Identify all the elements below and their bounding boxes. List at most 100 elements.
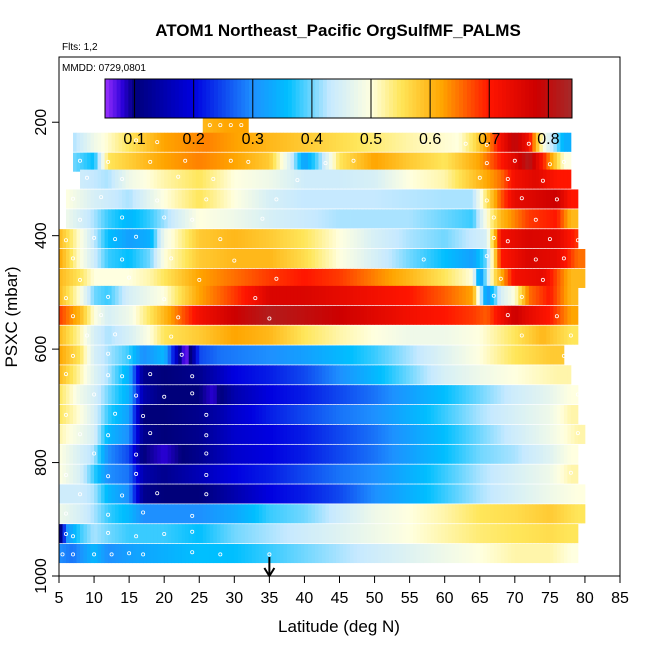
heatmap-cell bbox=[528, 305, 533, 325]
heatmap-cell bbox=[139, 209, 144, 229]
heatmap-cell bbox=[381, 305, 386, 325]
heatmap-cell bbox=[413, 543, 418, 564]
heatmap-cell bbox=[332, 152, 337, 172]
heatmap-cell bbox=[321, 249, 326, 269]
heatmap-cell bbox=[535, 385, 540, 405]
sample-point bbox=[190, 513, 195, 518]
heatmap-cell bbox=[199, 209, 204, 229]
heatmap-cell bbox=[556, 152, 561, 172]
heatmap-cell bbox=[276, 464, 281, 484]
heatmap-cell bbox=[80, 524, 84, 544]
heatmap-cell bbox=[507, 152, 512, 172]
sample-point bbox=[228, 158, 233, 163]
heatmap-cell bbox=[244, 268, 249, 288]
heatmap-cell bbox=[108, 504, 112, 524]
heatmap-cell bbox=[427, 504, 432, 524]
heatmap-cell bbox=[420, 424, 425, 444]
heatmap-cell bbox=[381, 504, 386, 524]
colorbar-swatch bbox=[175, 79, 180, 118]
heatmap-cell bbox=[220, 464, 225, 484]
heatmap-cell bbox=[518, 404, 523, 425]
heatmap-cell bbox=[234, 268, 239, 288]
heatmap-cell bbox=[230, 268, 235, 288]
heatmap-cell bbox=[136, 189, 141, 209]
heatmap-cell bbox=[286, 268, 291, 288]
heatmap-cell bbox=[546, 484, 551, 504]
sample-point bbox=[106, 512, 111, 517]
colorbar-swatch bbox=[354, 79, 359, 118]
heatmap-cell bbox=[293, 209, 298, 229]
heatmap-cell bbox=[59, 504, 63, 524]
heatmap-cell bbox=[293, 132, 298, 152]
heatmap-cell bbox=[451, 229, 456, 249]
heatmap-cell bbox=[378, 543, 382, 564]
heatmap-cell bbox=[556, 132, 561, 152]
heatmap-cell bbox=[223, 132, 228, 152]
heatmap-cell bbox=[237, 543, 242, 564]
heatmap-cell bbox=[406, 152, 411, 172]
heatmap-cell bbox=[286, 189, 291, 209]
heatmap-cell bbox=[227, 152, 232, 172]
heatmap-cell bbox=[157, 484, 162, 504]
heatmap-cell bbox=[371, 132, 375, 152]
colorbar-swatch bbox=[350, 79, 355, 118]
heatmap-cell bbox=[427, 404, 432, 425]
heatmap-cell bbox=[542, 444, 547, 464]
heatmap-cell bbox=[409, 424, 414, 444]
heatmap-cell bbox=[265, 404, 270, 425]
heatmap-cell bbox=[283, 484, 288, 504]
heatmap-cell bbox=[437, 229, 442, 249]
heatmap-cell bbox=[258, 189, 263, 209]
heatmap-cell bbox=[395, 385, 400, 405]
heatmap-cell bbox=[444, 152, 449, 172]
heatmap-cell bbox=[262, 464, 267, 484]
heatmap-cell bbox=[535, 365, 540, 385]
heatmap-cell bbox=[111, 484, 116, 504]
heatmap-cell bbox=[153, 209, 158, 229]
sample-point bbox=[106, 433, 111, 438]
heatmap-cell bbox=[378, 524, 382, 544]
heatmap-cell bbox=[343, 268, 347, 288]
heatmap-cell bbox=[437, 325, 442, 345]
heatmap-cell bbox=[234, 285, 239, 305]
heatmap-cell bbox=[420, 543, 425, 564]
heatmap-cell bbox=[430, 285, 435, 305]
heatmap-cell bbox=[118, 365, 123, 385]
heatmap-cell bbox=[265, 209, 270, 229]
heatmap-cell bbox=[318, 464, 323, 484]
heatmap-cell bbox=[164, 424, 169, 444]
heatmap-cell bbox=[353, 504, 358, 524]
heatmap-cell bbox=[514, 385, 519, 405]
heatmap-cell bbox=[430, 189, 435, 209]
heatmap-cell bbox=[181, 424, 186, 444]
heatmap-cell bbox=[206, 424, 211, 444]
heatmap-cell bbox=[76, 365, 81, 385]
heatmap-cell bbox=[76, 152, 81, 172]
heatmap-cell bbox=[290, 268, 295, 288]
heatmap-cell bbox=[139, 305, 144, 325]
heatmap-cell bbox=[206, 249, 211, 269]
heatmap-cell bbox=[59, 305, 63, 325]
heatmap-cell bbox=[286, 385, 291, 405]
heatmap-cell bbox=[374, 404, 379, 425]
heatmap-cell bbox=[118, 484, 123, 504]
heatmap-cell bbox=[80, 543, 84, 564]
heatmap-cell bbox=[188, 504, 193, 524]
heatmap-cell bbox=[206, 345, 211, 365]
heatmap-cell bbox=[399, 132, 404, 152]
heatmap-cell bbox=[265, 345, 270, 365]
heatmap-cell bbox=[279, 444, 284, 464]
heatmap-cell bbox=[500, 464, 505, 484]
heatmap-cell bbox=[181, 385, 186, 405]
heatmap-cell bbox=[276, 424, 281, 444]
heatmap-cell bbox=[297, 404, 302, 425]
heatmap-cell bbox=[258, 268, 263, 288]
heatmap-cell bbox=[539, 404, 544, 425]
heatmap-cell bbox=[493, 524, 498, 544]
heatmap-cell bbox=[388, 345, 393, 365]
heatmap-cell bbox=[416, 132, 421, 152]
heatmap-cell bbox=[504, 189, 509, 209]
heatmap-cell bbox=[360, 543, 365, 564]
heatmap-cell bbox=[262, 229, 267, 249]
heatmap-cell bbox=[556, 524, 561, 544]
